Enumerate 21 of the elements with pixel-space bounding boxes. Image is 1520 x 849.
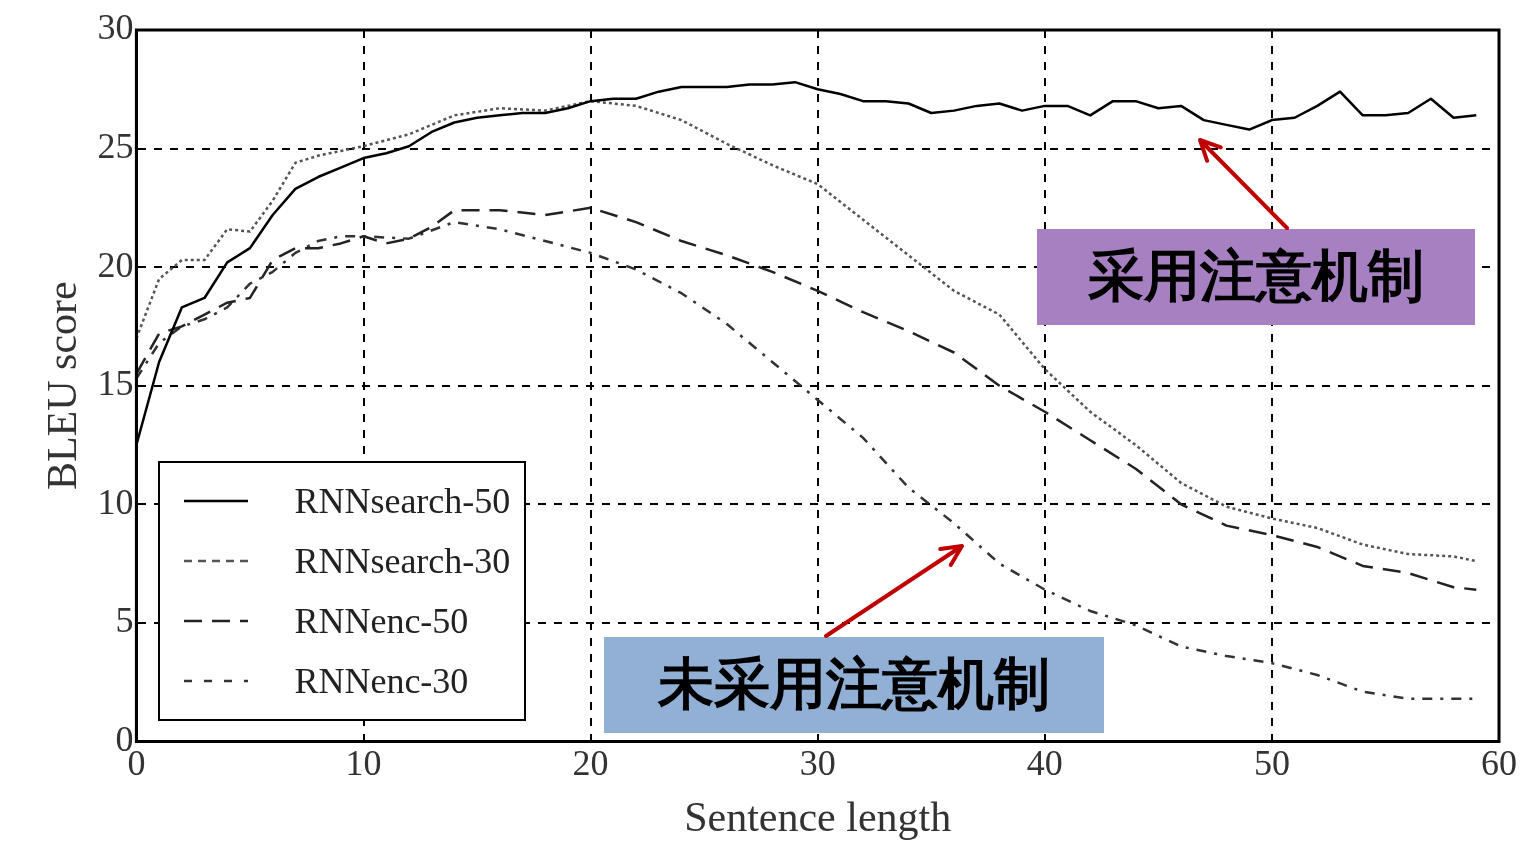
x-tick-label: 20 [572, 743, 609, 784]
x-tick-label: 60 [1481, 743, 1517, 784]
legend-label: RNNenc-50 [294, 600, 469, 643]
y-tick-label: 5 [115, 600, 134, 641]
legend-label: RNNsearch-50 [294, 480, 511, 523]
x-axis-title: Sentence length [684, 793, 952, 840]
legend-label: RNNsearch-30 [294, 540, 511, 583]
annotation: 采用注意机制 [1037, 229, 1475, 325]
x-tick-label: 40 [1026, 743, 1063, 784]
y-axis-title: BLEU score [39, 281, 86, 491]
x-tick-label: 30 [799, 743, 836, 784]
x-tick-label: 50 [1253, 743, 1290, 784]
annotation: 未采用注意机制 [604, 637, 1104, 733]
line-series [136, 206, 1478, 591]
y-tick-label: 25 [97, 126, 134, 167]
y-tick-label: 20 [97, 244, 134, 285]
y-tick-label: 15 [97, 363, 134, 404]
x-tick-label: 10 [345, 743, 382, 784]
y-tick-label: 30 [97, 7, 134, 48]
legend-label: RNNenc-30 [294, 660, 469, 703]
y-tick-label: 10 [97, 481, 134, 522]
